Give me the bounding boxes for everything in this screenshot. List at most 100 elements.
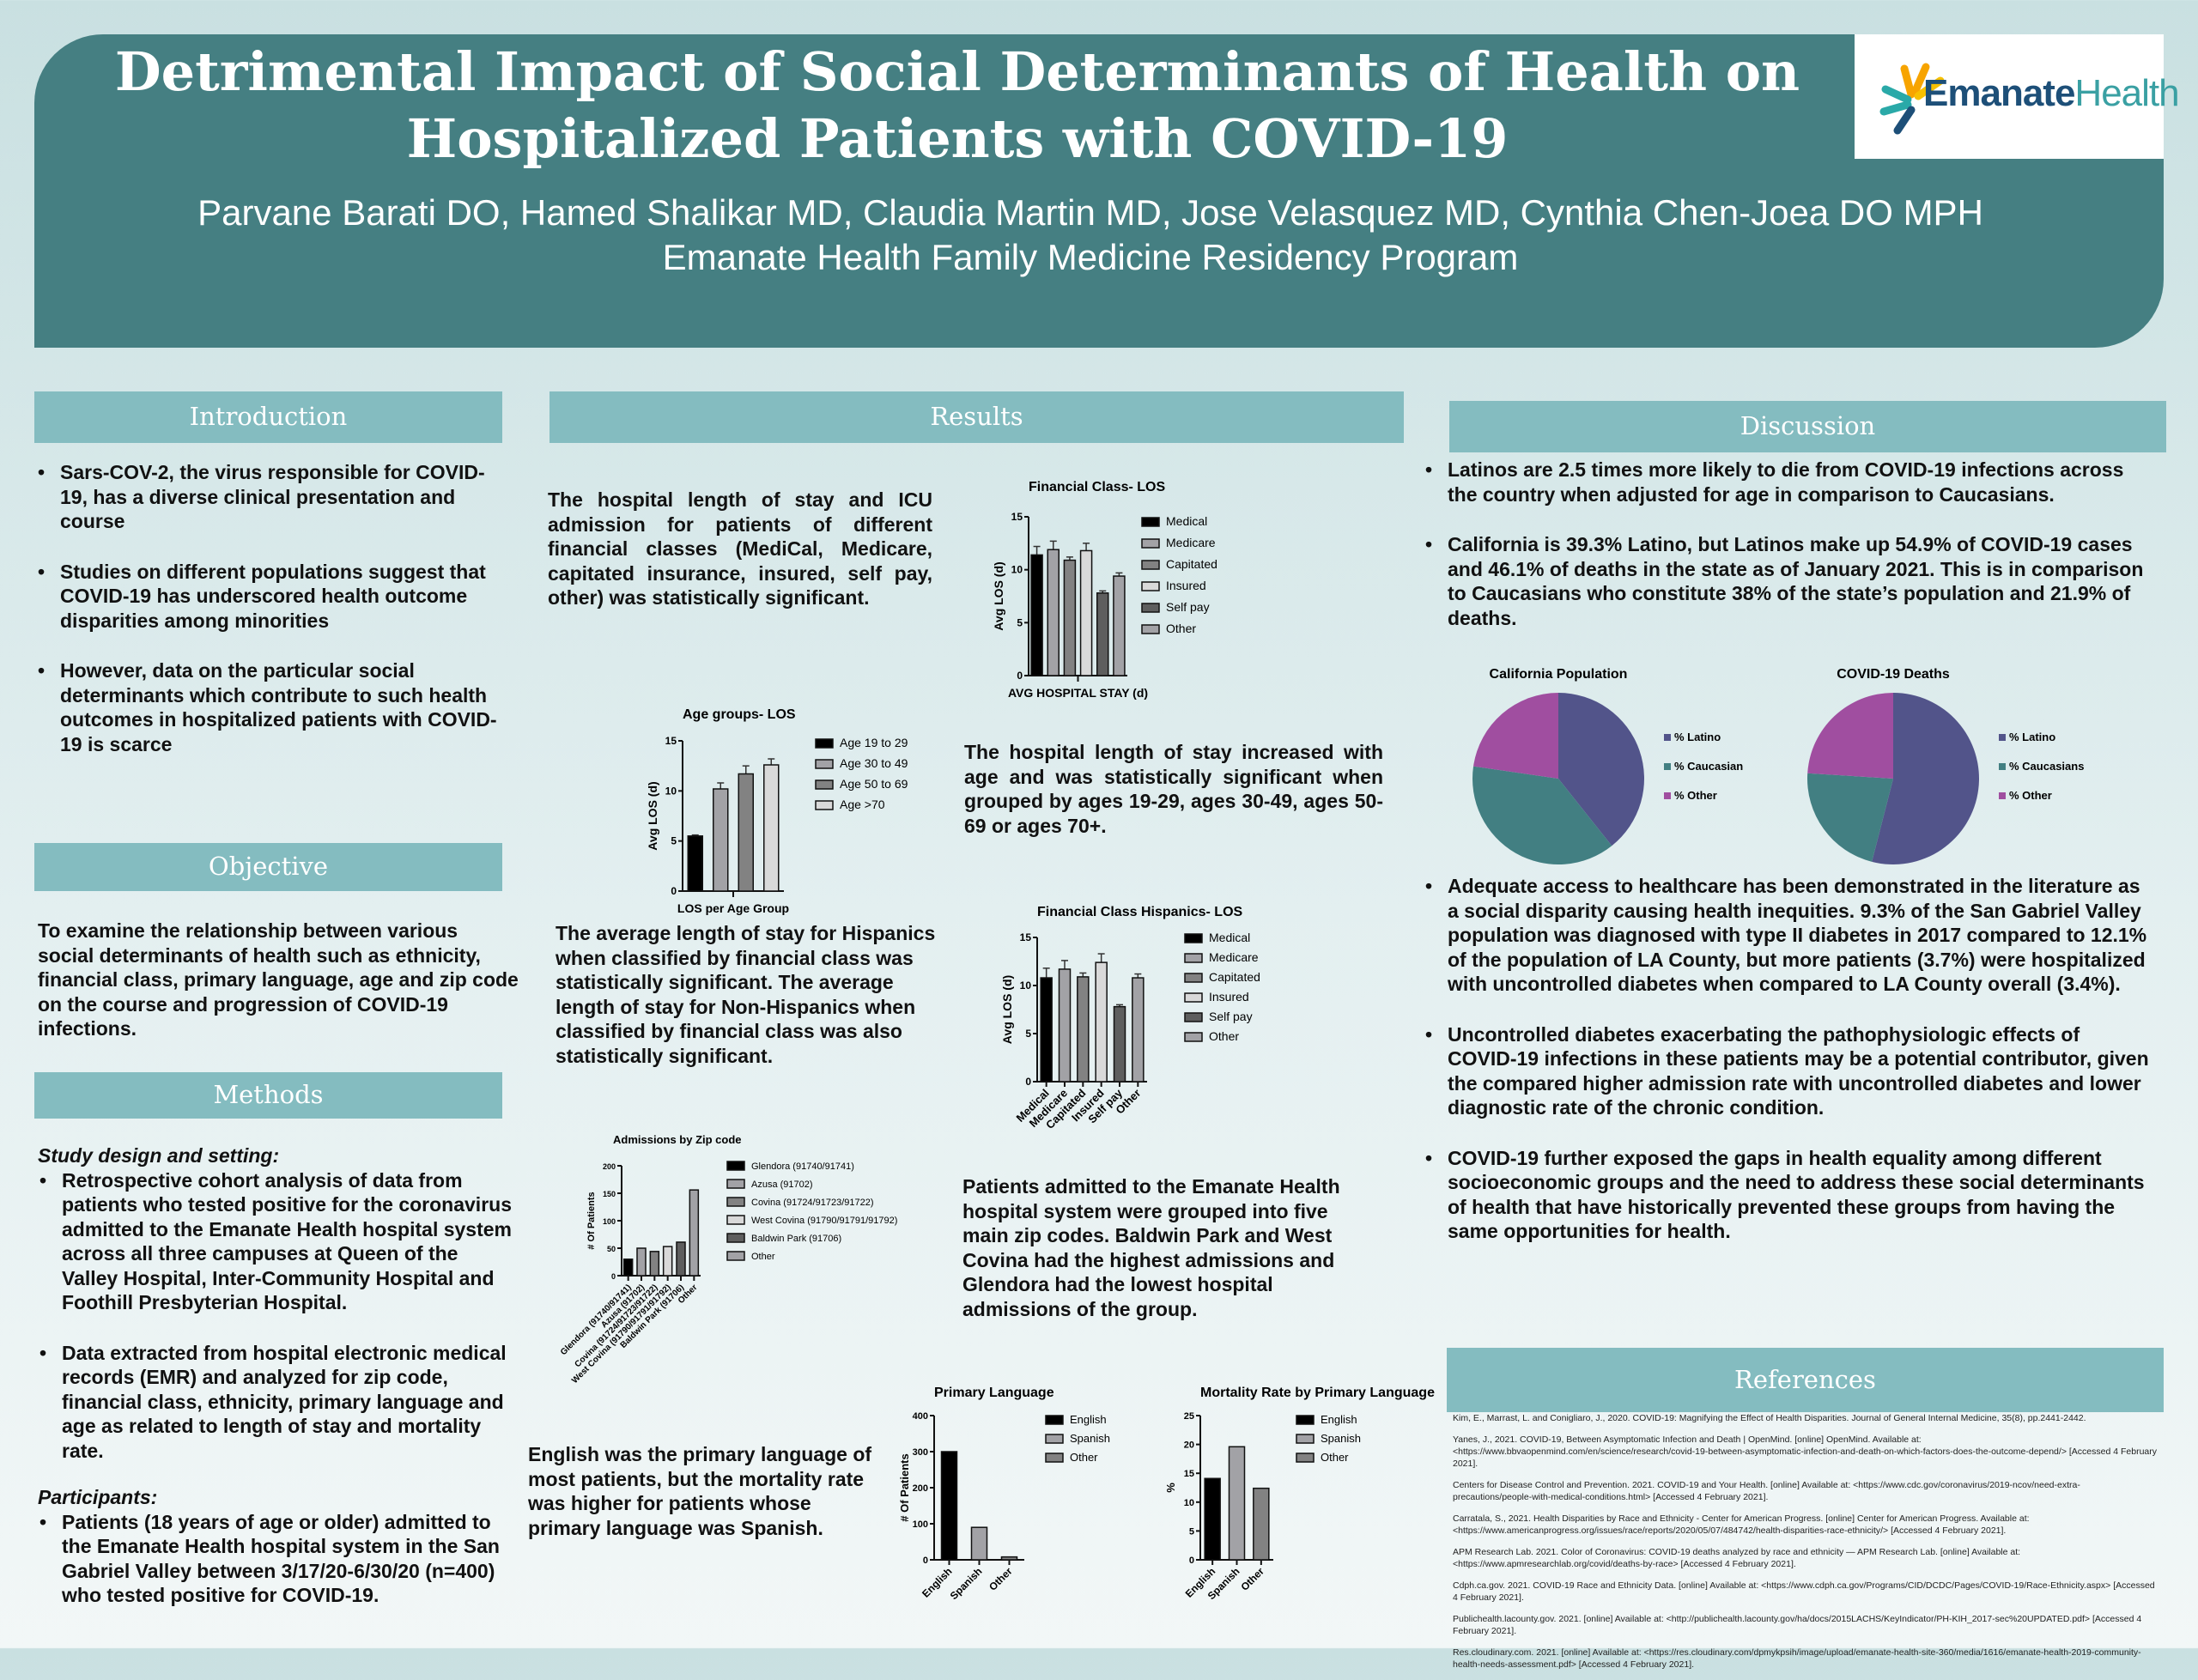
y-tick-label: 20: [1184, 1440, 1194, 1451]
objective-text: To examine the relationship between vari…: [38, 919, 519, 1040]
chart-title: Admissions by Zip code: [613, 1133, 742, 1146]
legend-swatch: [1141, 538, 1160, 549]
bar: [649, 1251, 660, 1277]
bar: [1030, 554, 1043, 676]
x-axis-label: AVG HOSPITAL STAY (d): [1008, 686, 1148, 700]
discussion-bullet: COVID-19 further exposed the gaps in hea…: [1424, 1146, 2153, 1244]
legend-label: % Latino: [2009, 731, 2055, 743]
y-tick-label: 0: [1189, 1556, 1194, 1566]
discussion-text-2: Adequate access to healthcare has been d…: [1424, 874, 2153, 1270]
legend-label: % Caucasians: [2009, 760, 2084, 773]
legend-swatch: [1184, 953, 1203, 963]
poster-header: [34, 34, 2164, 348]
discussion-bullet: Latinos are 2.5 times more likely to die…: [1424, 458, 2153, 506]
y-tick-label: 5: [1017, 616, 1023, 628]
legend-swatch: [815, 759, 834, 769]
legend-swatch: [815, 779, 834, 790]
y-tick-label: 0: [1017, 670, 1023, 682]
legend-label: Glendora (91740/91741): [751, 1161, 854, 1172]
legend-swatch: [1664, 734, 1671, 741]
bar: [1079, 549, 1093, 676]
discussion-bullet: California is 39.3% Latino, but Latinos …: [1424, 532, 2153, 630]
bar: [662, 1246, 673, 1277]
primary-language-chart: Primary Language 0 100 200 300 400 English Engl…: [893, 1378, 1142, 1622]
y-axis-label: Avg LOS (d): [992, 561, 1005, 630]
admissions-by-zip-chart: Admissions by Zip code 0 50 100 150 200 Glendo…: [550, 1125, 927, 1446]
bar: [1253, 1487, 1270, 1561]
intro-bullet: However, data on the particular social d…: [36, 658, 504, 756]
legend-label: % Other: [2009, 789, 2052, 802]
y-tick-label: 150: [603, 1190, 616, 1198]
legend-label: English: [1070, 1413, 1107, 1426]
y-tick-label: 0: [671, 885, 677, 897]
legend-label: % Other: [1674, 789, 1717, 802]
legend-swatch: [726, 1251, 745, 1261]
legend-label: West Covina (91790/91791/91792): [751, 1216, 897, 1226]
bar: [636, 1247, 647, 1277]
logo-wordmark: EmanateHealth: [1923, 72, 2180, 114]
y-axis-label: # Of Patients: [586, 1192, 597, 1249]
legend-label: Capitated: [1166, 557, 1217, 571]
y-tick-label: 10: [1020, 979, 1032, 992]
legend-swatch: [726, 1179, 745, 1189]
legend-label: Insured: [1166, 579, 1206, 592]
references-list: Kim, E., Marrast, L. and Conigliaro, J.,…: [1453, 1412, 2157, 1680]
bar: [622, 1258, 634, 1277]
introduction-heading: Introduction: [34, 391, 502, 443]
discussion-bullet: Adequate access to healthcare has been d…: [1424, 874, 2153, 997]
bar: [1058, 968, 1072, 1083]
bar: [1096, 592, 1109, 676]
reference-item: Carratala, S., 2021. Health Disparities …: [1453, 1513, 2030, 1536]
chart-title: Age groups- LOS: [683, 707, 796, 722]
y-tick-label: 15: [1020, 931, 1032, 943]
y-tick-label: 200: [603, 1162, 616, 1171]
objective-heading: Objective: [34, 843, 502, 891]
participants-label: Participants: [38, 1486, 151, 1508]
y-axis-label: Avg LOS (d): [646, 781, 659, 850]
legend-label: Self pay: [1166, 600, 1210, 614]
legend-label: % Caucasian: [1674, 760, 1743, 773]
y-tick-label: 100: [913, 1519, 928, 1530]
discussion-bullet: Uncontrolled diabetes exacerbating the p…: [1424, 1022, 2153, 1120]
y-tick-label: 0: [1025, 1076, 1031, 1088]
bar: [676, 1241, 686, 1277]
chart-title: COVID-19 Deaths: [1837, 667, 1950, 682]
methods-text: Study design and setting: Retrospective …: [38, 1143, 514, 1634]
pie-slice: [1473, 693, 1558, 779]
study-design-label: Study design and setting: [38, 1144, 273, 1167]
bar: [713, 788, 729, 892]
bar: [1077, 976, 1090, 1083]
y-tick-label: 10: [1011, 564, 1023, 576]
legend-swatch: [1045, 1453, 1064, 1463]
legend-label: Medicare: [1209, 950, 1259, 964]
emanate-health-logo: EmanateHealth: [1855, 34, 2180, 159]
y-tick-label: 5: [1025, 1028, 1031, 1040]
pie-slice: [1872, 693, 1979, 864]
y-tick-label: 0: [923, 1556, 928, 1566]
legend-label: Medicare: [1166, 536, 1216, 549]
reference-item: Yanes, J., 2021. COVID-19, Between Asymp…: [1453, 1434, 2157, 1469]
y-tick-label: 15: [665, 735, 677, 747]
legend-swatch: [815, 738, 834, 749]
y-axis-label: # Of Patients: [898, 1453, 911, 1521]
legend-swatch: [1141, 603, 1160, 613]
chart-title: Financial Class Hispanics- LOS: [1037, 905, 1243, 919]
y-tick-label: 25: [1184, 1411, 1194, 1422]
bar: [738, 773, 754, 892]
legend-label: Age 30 to 49: [840, 756, 908, 770]
authors: Parvane Barati DO, Hamed Shalikar MD, Cl…: [197, 192, 1983, 233]
title-line-2: Hospitalized Patients with COVID-19: [406, 107, 1509, 170]
y-tick-label: 15: [1011, 511, 1023, 523]
legend-label: Age 50 to 69: [840, 777, 908, 791]
covid-deaths-pie: COVID-19 Deaths % Latino % Caucasians % Oth…: [1807, 661, 2095, 871]
legend-swatch: [1664, 763, 1671, 770]
x-axis-label: LOS per Age Group: [677, 901, 789, 915]
legend-swatch: [726, 1215, 745, 1225]
discussion-heading: Discussion: [1449, 401, 2166, 452]
legend-label: Spanish: [1321, 1432, 1361, 1445]
legend-label: Covina (91724/91723/91722): [751, 1198, 874, 1208]
x-tick-label: Spanish: [948, 1565, 985, 1602]
legend-swatch: [1141, 560, 1160, 570]
legend-label: Age >70: [840, 798, 885, 811]
y-tick-label: 300: [913, 1447, 928, 1458]
